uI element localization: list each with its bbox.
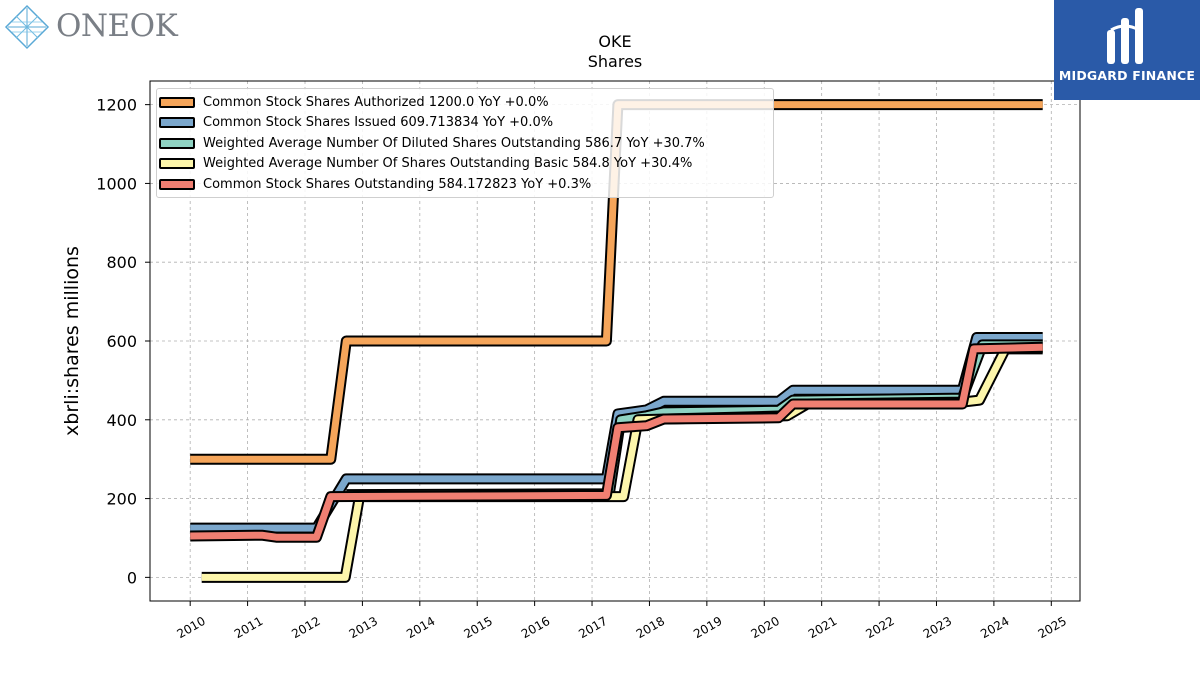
y-tick-label: 600 xyxy=(106,332,137,351)
chart-legend: Common Stock Shares Authorized 1200.0 Yo… xyxy=(156,88,774,198)
y-axis-label: xbrli:shares millions xyxy=(61,246,83,436)
legend-item: Weighted Average Number Of Diluted Share… xyxy=(159,133,705,153)
x-tick-label: 2017 xyxy=(576,614,609,641)
x-tick-label: 2014 xyxy=(404,614,437,641)
series-line xyxy=(201,345,1043,581)
x-tick-label: 2013 xyxy=(347,614,380,641)
x-axis: 2010 2011 2012 2013 2014 2015 2016 2017 2018 2019… xyxy=(174,601,1069,641)
legend-swatch xyxy=(159,137,195,149)
x-tick-label: 2022 xyxy=(863,614,896,641)
x-tick-label: 2024 xyxy=(978,614,1011,641)
company-logo: ONEOK xyxy=(4,4,178,50)
chart-subtitle: Shares xyxy=(587,52,643,71)
diamond-logo-icon xyxy=(4,4,50,50)
y-tick-label: 400 xyxy=(106,411,137,430)
x-tick-label: 2018 xyxy=(634,614,667,641)
x-tick-label: 2020 xyxy=(749,614,782,641)
legend-item: Weighted Average Number Of Shares Outsta… xyxy=(159,154,692,174)
legend-label: Common Stock Shares Outstanding 584.1728… xyxy=(203,176,592,192)
x-tick-label: 2019 xyxy=(691,614,724,641)
legend-swatch xyxy=(159,96,195,108)
y-tick-label: 0 xyxy=(127,568,137,587)
series-weighted-average-number-of-shares-outstanding-basic xyxy=(201,343,1043,583)
y-tick-label: 200 xyxy=(106,490,137,509)
x-tick-label: 2011 xyxy=(232,614,265,641)
chart-title: OKE xyxy=(598,32,632,51)
legend-swatch xyxy=(159,117,195,128)
series-common-stock-shares-issued xyxy=(190,332,1043,534)
legend-swatch xyxy=(159,178,195,190)
x-tick-label: 2010 xyxy=(174,614,207,641)
series-line xyxy=(190,334,1043,532)
legend-label: Weighted Average Number Of Diluted Share… xyxy=(203,135,705,151)
midgard-logo-icon xyxy=(1107,8,1143,64)
brand-logo: MIDGARD FINANCE xyxy=(1054,0,1200,100)
legend-label: Common Stock Shares Issued 609.713834 Yo… xyxy=(203,115,554,130)
series-common-stock-shares-outstanding xyxy=(190,341,1043,543)
legend-item: Common Stock Shares Authorized 1200.0 Yo… xyxy=(159,92,549,112)
legend-label: Weighted Average Number Of Shares Outsta… xyxy=(203,156,693,171)
y-tick-label: 1000 xyxy=(96,174,137,193)
legend-swatch xyxy=(159,158,195,169)
company-name: ONEOK xyxy=(56,8,178,44)
legend-label: Common Stock Shares Authorized 1200.0 Yo… xyxy=(203,94,549,110)
legend-item: Common Stock Shares Issued 609.713834 Yo… xyxy=(159,113,553,133)
x-tick-label: 2021 xyxy=(806,614,839,641)
x-tick-label: 2012 xyxy=(289,614,322,641)
x-tick-label: 2023 xyxy=(921,614,954,641)
x-tick-label: 2025 xyxy=(1036,614,1069,641)
x-tick-label: 2015 xyxy=(461,614,494,641)
brand-name: MIDGARD FINANCE xyxy=(1058,68,1196,83)
y-axis: 0 200 400 600 800 1000 1200 xyxy=(96,96,150,587)
legend-item: Common Stock Shares Outstanding 584.1728… xyxy=(159,174,591,194)
y-tick-label: 800 xyxy=(106,253,137,272)
series-line xyxy=(190,343,1043,541)
y-tick-label: 1200 xyxy=(96,96,137,115)
x-tick-label: 2016 xyxy=(519,614,552,641)
